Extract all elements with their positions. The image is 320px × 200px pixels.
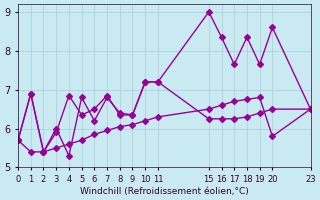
X-axis label: Windchill (Refroidissement éolien,°C): Windchill (Refroidissement éolien,°C)	[80, 187, 249, 196]
